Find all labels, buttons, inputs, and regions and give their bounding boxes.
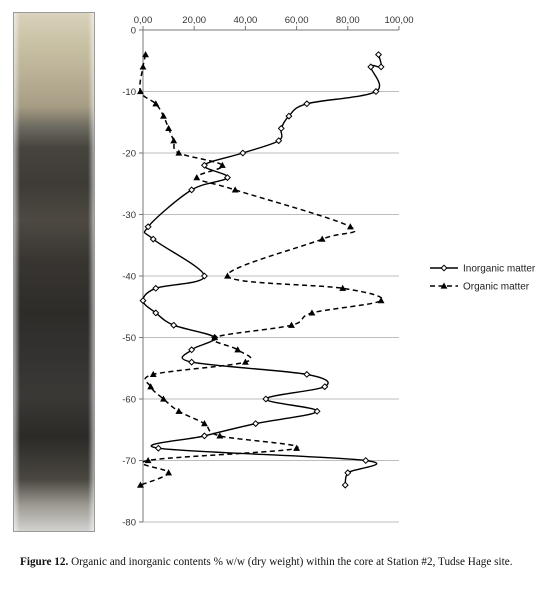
caption-label: Figure 12. xyxy=(20,556,69,568)
data-point xyxy=(372,87,380,96)
legend-marker xyxy=(440,282,448,289)
y-tick-label: -30 xyxy=(122,210,136,221)
legend-marker xyxy=(440,264,448,272)
series-line xyxy=(142,54,383,486)
data-point xyxy=(154,444,162,452)
data-point xyxy=(193,174,201,181)
y-tick-label: -60 xyxy=(122,395,136,406)
data-point xyxy=(375,51,383,59)
data-point xyxy=(201,420,208,427)
x-tick-label: 40,00 xyxy=(234,15,258,26)
x-tick-label: 100,00 xyxy=(384,15,413,26)
data-point xyxy=(152,309,160,317)
data-point xyxy=(241,358,249,365)
data-point xyxy=(152,100,160,107)
data-point xyxy=(344,469,352,477)
data-point xyxy=(137,481,144,488)
y-tick-label: -10 xyxy=(122,87,136,98)
data-point xyxy=(144,456,152,464)
series-layer xyxy=(137,51,385,489)
data-point xyxy=(293,444,301,451)
series-line xyxy=(139,54,383,486)
data-point xyxy=(137,87,144,95)
data-point xyxy=(200,161,208,169)
caption-text: Organic and inorganic contents % w/w (dr… xyxy=(71,556,513,568)
data-point xyxy=(216,432,224,439)
x-tick-label: 0,00 xyxy=(134,15,153,26)
y-tick-label: 0 xyxy=(131,26,136,37)
data-point xyxy=(377,63,385,71)
data-point xyxy=(160,395,167,402)
data-point xyxy=(165,124,173,132)
data-point xyxy=(139,297,147,305)
data-point xyxy=(277,124,285,132)
y-tick-label: -80 xyxy=(122,518,136,529)
data-point xyxy=(188,186,196,194)
data-point xyxy=(200,272,208,280)
data-point xyxy=(239,149,247,157)
data-point xyxy=(147,383,155,390)
data-point xyxy=(144,223,152,231)
data-point xyxy=(367,63,375,71)
data-point xyxy=(165,469,173,476)
data-point xyxy=(149,235,157,243)
legend-entry: Organic matter xyxy=(430,282,530,293)
x-tick-label: 60,00 xyxy=(285,15,309,26)
data-point xyxy=(252,420,260,428)
data-point xyxy=(362,456,370,465)
data-point xyxy=(211,333,219,341)
y-tick-label: -70 xyxy=(122,456,136,467)
axis-layer: 0 -10 -20 -30 -40 -50 -60 -70 -80 0,00 20,00 40,00 6… xyxy=(122,15,413,529)
data-point xyxy=(377,297,385,304)
x-tick-label: 80,00 xyxy=(336,15,360,26)
data-point xyxy=(224,272,231,279)
data-point xyxy=(170,137,178,144)
data-point xyxy=(200,432,208,440)
data-point xyxy=(321,383,329,391)
data-point xyxy=(175,149,183,156)
x-tick-label: 20,00 xyxy=(182,15,206,26)
data-point xyxy=(188,358,196,366)
data-point xyxy=(139,63,147,70)
data-point xyxy=(346,223,354,230)
data-point xyxy=(223,174,231,182)
data-point xyxy=(170,321,178,329)
y-tick-label: -50 xyxy=(122,333,136,344)
y-tick-label: -20 xyxy=(122,149,136,160)
data-point xyxy=(275,137,283,145)
legend-layer: Inorganic matter Organic matter xyxy=(430,264,536,293)
figure-caption: Figure 12. Organic and inorganic content… xyxy=(20,555,540,569)
data-point xyxy=(262,395,270,403)
data-point xyxy=(303,100,311,108)
data-point xyxy=(149,370,157,378)
data-point xyxy=(308,309,316,316)
sediment-core-photo xyxy=(13,12,95,532)
data-point xyxy=(231,186,239,193)
legend-entry: Inorganic matter xyxy=(430,264,536,275)
data-point xyxy=(341,481,349,489)
data-point xyxy=(288,321,295,328)
data-point xyxy=(142,51,149,58)
data-point xyxy=(188,346,196,354)
data-point xyxy=(218,161,226,168)
legend-label: Inorganic matter xyxy=(463,264,536,275)
series-organic xyxy=(137,51,385,488)
data-point xyxy=(303,370,311,378)
y-tick-label: -40 xyxy=(122,272,136,283)
tube-edge-left xyxy=(14,13,20,531)
data-point xyxy=(234,346,242,353)
data-point xyxy=(152,284,160,292)
organic-inorganic-profile-chart: 0 -10 -20 -30 -40 -50 -60 -70 -80 0,00 20,00 40,00 6… xyxy=(122,15,536,529)
data-point xyxy=(160,112,167,119)
grid-layer xyxy=(143,91,399,523)
series-inorganic xyxy=(139,51,385,489)
data-point xyxy=(313,407,321,415)
legend-label: Organic matter xyxy=(463,282,530,293)
data-point xyxy=(175,407,183,414)
data-point xyxy=(339,284,347,291)
data-point xyxy=(318,235,326,242)
data-point xyxy=(285,112,293,120)
